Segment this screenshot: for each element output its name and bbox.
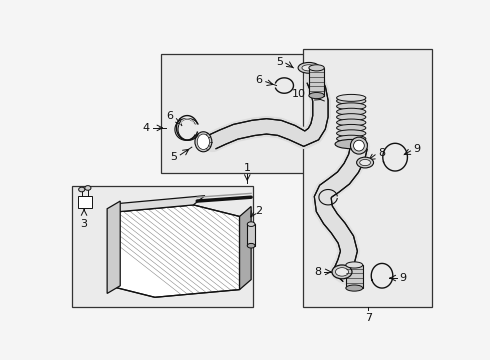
Ellipse shape	[360, 159, 370, 166]
Ellipse shape	[337, 119, 366, 126]
Text: 4: 4	[143, 123, 149, 133]
Ellipse shape	[335, 139, 368, 149]
Ellipse shape	[78, 187, 85, 192]
Ellipse shape	[346, 285, 363, 291]
Ellipse shape	[350, 137, 368, 154]
Ellipse shape	[336, 267, 348, 276]
Polygon shape	[109, 195, 205, 213]
Text: 5: 5	[170, 152, 177, 162]
Polygon shape	[107, 201, 120, 293]
Ellipse shape	[309, 93, 324, 99]
Text: 10: 10	[292, 89, 306, 99]
Ellipse shape	[354, 140, 365, 151]
Ellipse shape	[85, 186, 91, 190]
Ellipse shape	[302, 65, 316, 71]
Ellipse shape	[332, 265, 352, 279]
Text: 5: 5	[276, 57, 283, 67]
Text: 7: 7	[365, 314, 372, 324]
Ellipse shape	[337, 125, 366, 131]
Ellipse shape	[247, 243, 255, 248]
Ellipse shape	[247, 222, 255, 226]
Bar	[346, 265, 363, 288]
Text: 8: 8	[378, 148, 385, 158]
Ellipse shape	[309, 65, 324, 71]
Text: 9: 9	[414, 144, 421, 154]
Bar	[309, 68, 324, 95]
Ellipse shape	[298, 62, 319, 73]
Polygon shape	[240, 206, 251, 289]
Text: 1: 1	[244, 163, 251, 172]
Text: 6: 6	[256, 75, 263, 85]
Bar	[73, 186, 253, 307]
Bar	[247, 224, 255, 246]
Text: 2: 2	[255, 206, 262, 216]
Text: 9: 9	[400, 273, 407, 283]
Bar	[161, 54, 330, 173]
Text: 3: 3	[80, 219, 88, 229]
Polygon shape	[109, 205, 240, 297]
Ellipse shape	[337, 98, 366, 104]
Ellipse shape	[197, 134, 210, 149]
Ellipse shape	[346, 262, 363, 268]
Ellipse shape	[337, 114, 366, 121]
Ellipse shape	[337, 135, 366, 142]
Text: 8: 8	[314, 267, 321, 277]
Text: 6: 6	[166, 111, 173, 121]
Bar	[78, 195, 92, 208]
Ellipse shape	[337, 130, 366, 137]
Ellipse shape	[195, 132, 212, 152]
Ellipse shape	[337, 94, 366, 101]
Ellipse shape	[357, 157, 373, 168]
Bar	[303, 49, 432, 306]
Ellipse shape	[337, 103, 366, 110]
Ellipse shape	[337, 108, 366, 115]
